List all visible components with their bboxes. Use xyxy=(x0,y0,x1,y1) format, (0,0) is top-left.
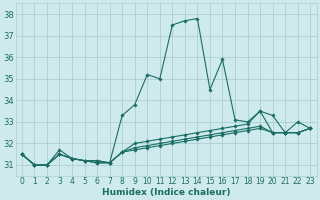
X-axis label: Humidex (Indice chaleur): Humidex (Indice chaleur) xyxy=(102,188,230,197)
